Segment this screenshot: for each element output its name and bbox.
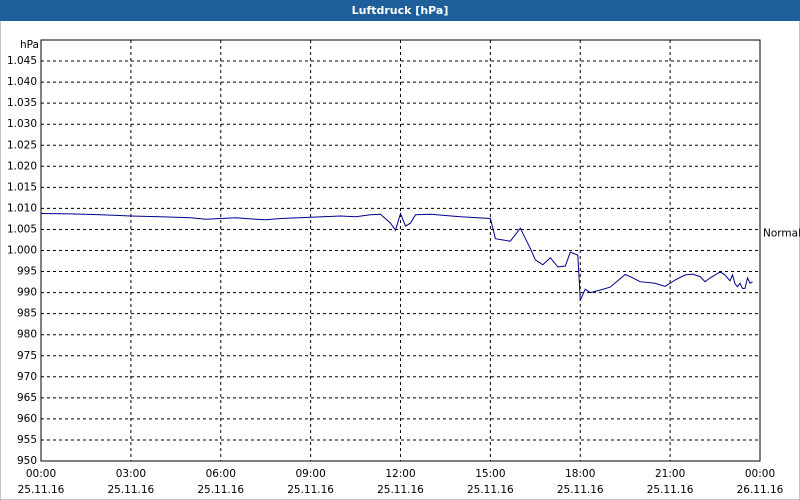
x-tick-label: 00:00 <box>26 468 56 480</box>
y-tick-label: 1.035 <box>7 97 37 109</box>
line <box>40 211 753 301</box>
x-tick-label: 06:00 <box>206 468 236 480</box>
y-tick-label: 995 <box>17 266 37 278</box>
title-bar <box>0 0 800 21</box>
y-tick-label: 1.000 <box>7 245 37 257</box>
x-tick-label: 03:00 <box>116 468 146 480</box>
y-tick-label: 950 <box>17 455 37 467</box>
x-tick-date: 25.11.16 <box>107 484 154 496</box>
x-tick-date: 25.11.16 <box>557 484 604 496</box>
x-tick-date: 25.11.16 <box>197 484 244 496</box>
x-tick-label: 00:00 <box>745 468 775 480</box>
x-tick-label: 12:00 <box>385 468 415 480</box>
x-tick-date: 26.11.16 <box>737 484 784 496</box>
plot-frame <box>40 39 761 462</box>
y-tick-label: 975 <box>17 350 37 362</box>
x-tick-date: 25.11.16 <box>18 484 65 496</box>
y-tick-label: 990 <box>17 287 37 299</box>
y-tick-label: 960 <box>17 413 37 425</box>
y-tick-label: 970 <box>17 371 37 383</box>
y-tick-label: 1.045 <box>7 55 37 67</box>
y-tick-label: 985 <box>17 308 37 320</box>
y-tick-label: 1.025 <box>7 139 37 151</box>
x-tick-date: 25.11.16 <box>377 484 424 496</box>
x-tick-date: 25.11.16 <box>467 484 514 496</box>
y-tick-label: 965 <box>17 392 37 404</box>
y-tick-label: 1.010 <box>7 202 37 214</box>
y-tick-label: 1.020 <box>7 160 37 172</box>
x-tick-date: 25.11.16 <box>647 484 694 496</box>
y-tick-label: 1.005 <box>7 223 37 235</box>
y-unit: hPa <box>20 39 39 51</box>
y-tick-label: 1.040 <box>7 76 37 88</box>
x-tick-label: 18:00 <box>565 468 595 480</box>
x-tick-label: 15:00 <box>475 468 505 480</box>
chart-title: Luftdruck [hPa] <box>352 4 449 17</box>
y-tick-label: 955 <box>17 434 37 446</box>
annotation: Normal <box>763 228 800 240</box>
y-tick-label: 1.015 <box>7 181 37 193</box>
x-tick-label: 09:00 <box>295 468 325 480</box>
x-tick-date: 25.11.16 <box>287 484 334 496</box>
y-tick-label: 980 <box>17 329 37 341</box>
y-tick-label: 1.030 <box>7 118 37 130</box>
x-tick-label: 21:00 <box>655 468 685 480</box>
